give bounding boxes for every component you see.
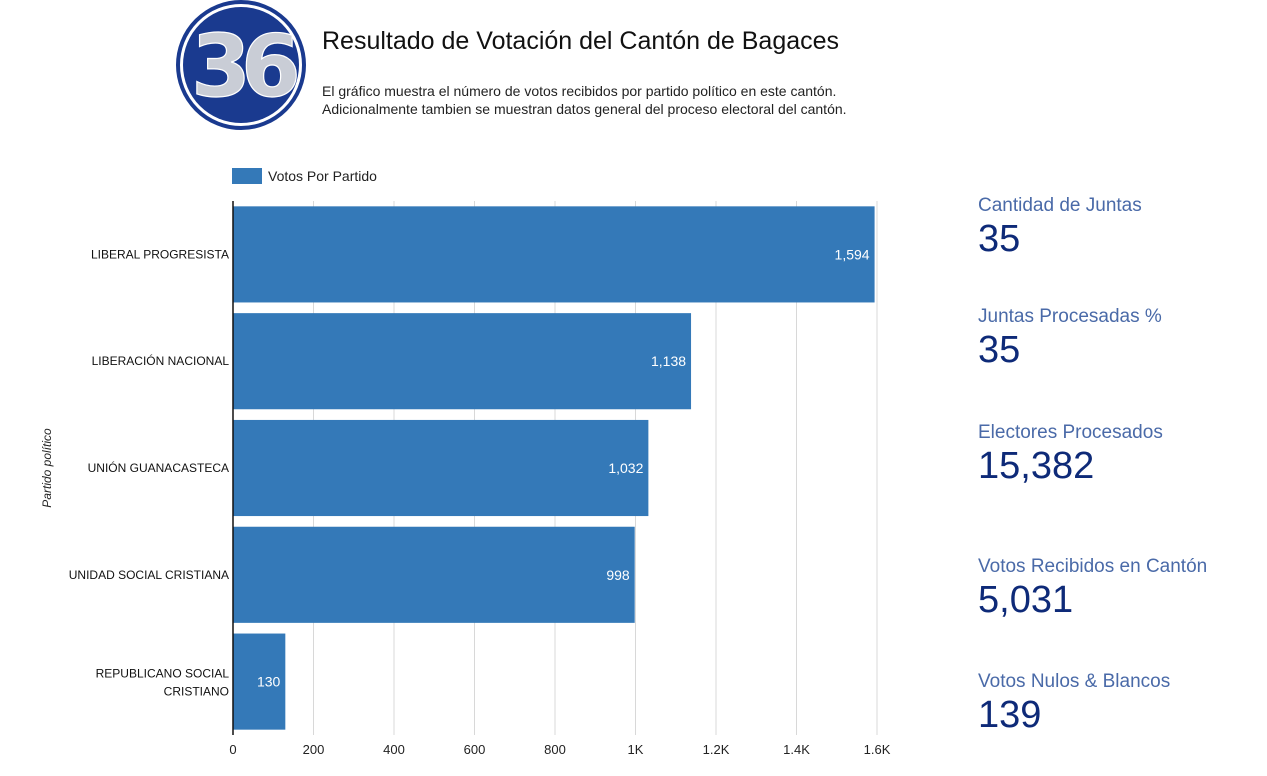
bar-data-label: 1,138 (651, 353, 686, 369)
x-tick-label: 0 (229, 742, 236, 757)
x-tick-label: 600 (464, 742, 486, 757)
page-description: El gráfico muestra el número de votos re… (322, 82, 847, 118)
category-label: UNIÓN GUANACASTECA (88, 460, 229, 475)
legend-label: Votos Por Partido (268, 168, 377, 184)
kpi-value: 139 (978, 694, 1042, 736)
kpi-label: Votos Nulos & Blancos (978, 671, 1171, 692)
kpi-label: Cantidad de Juntas (978, 195, 1142, 216)
bar (233, 526, 635, 623)
category-label: REPUBLICANO SOCIAL CRISTIANO (96, 667, 230, 699)
bar (233, 633, 286, 730)
kpi-value: 35 (978, 218, 1021, 260)
x-tick-label: 200 (303, 742, 325, 757)
description-line-1: El gráfico muestra el número de votos re… (322, 83, 837, 99)
bar (233, 206, 875, 303)
bar-chart: 0 200 400 600 800 1K 1.2K 1.4K 1.6K 1,594 LIBERAL … (40, 201, 891, 757)
kpi-card: Juntas Procesadas % 35 (978, 306, 1162, 370)
bar-data-label: 998 (606, 567, 630, 583)
category-label: UNIDAD SOCIAL CRISTIANA (69, 568, 229, 582)
bar (233, 313, 692, 410)
kpi-card: Votos Recibidos en Cantón 5,031 (978, 556, 1207, 620)
bar (233, 419, 649, 517)
kpi-value: 5,031 (978, 579, 1074, 621)
logo-text: 36 (191, 17, 297, 117)
y-axis-title: Partido político (40, 428, 54, 508)
x-tick-label: 1.4K (783, 742, 810, 757)
bar-data-label: 1,594 (835, 246, 870, 262)
x-tick-label: 1K (628, 742, 644, 757)
kpi-value: 15,382 (978, 445, 1095, 487)
x-tick-label: 1.6K (864, 742, 891, 757)
kpi-card: Electores Procesados 15,382 (978, 422, 1163, 486)
category-label: LIBERAL PROGRESISTA (91, 247, 229, 261)
x-tick-label: 1.2K (703, 742, 730, 757)
kpi-label: Votos Recibidos en Cantón (978, 556, 1208, 577)
kpi-label: Juntas Procesadas % (978, 306, 1162, 327)
category-label: LIBERACIÓN NACIONAL (92, 353, 230, 368)
kpi-label: Electores Procesados (978, 422, 1163, 443)
chart-legend[interactable]: Votos Por Partido (232, 168, 377, 184)
description-line-2: Adicionalmente tambien se muestran datos… (322, 101, 847, 117)
kpi-card: Votos Nulos & Blancos 139 (978, 671, 1170, 735)
legend-swatch (232, 168, 262, 184)
x-tick-label: 800 (544, 742, 566, 757)
kpi-card: Cantidad de Juntas 35 (978, 195, 1142, 259)
logo: 36 (176, 0, 308, 130)
page-title: Resultado de Votación del Cantón de Baga… (322, 27, 840, 55)
kpi-value: 35 (978, 329, 1021, 371)
bar-data-label: 130 (257, 674, 281, 690)
bar-data-label: 1,032 (608, 460, 643, 476)
x-tick-label: 400 (383, 742, 405, 757)
